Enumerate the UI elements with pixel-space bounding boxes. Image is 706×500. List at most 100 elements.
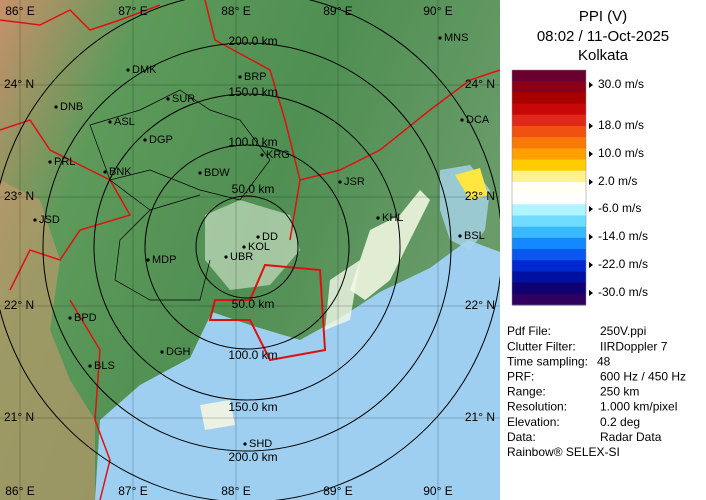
city-dot	[224, 255, 228, 259]
city-label: KHL	[382, 212, 403, 224]
colorbar-pointer	[589, 262, 593, 268]
map-grid	[0, 0, 500, 500]
lat-label: 22° N	[465, 298, 495, 312]
city-dot	[376, 216, 380, 220]
colorbar-band	[512, 260, 586, 272]
city-dot	[160, 350, 164, 354]
colorbar-band	[512, 92, 586, 105]
info-value: 1.000 km/pixel	[600, 400, 677, 414]
colorbar-band	[512, 237, 586, 250]
info-value: Radar Data	[600, 430, 662, 444]
info-value: 250V.ppi	[600, 324, 646, 338]
info-value: 48	[597, 354, 611, 368]
colorbar-frame	[511, 69, 587, 306]
info-key: PRF:	[507, 369, 534, 383]
info-key: Range:	[507, 385, 546, 399]
map	[0, 0, 501, 500]
colorbar-label: -30.0 m/s	[598, 285, 648, 299]
map-labels: 86° E 86° E 87° E 87° E 88° E 88° E 89° E 89° E…	[4, 4, 495, 498]
colorbar-band	[512, 204, 586, 216]
city-dot	[146, 258, 150, 262]
colorbar-band	[512, 181, 586, 194]
city-dot	[68, 316, 72, 320]
range-ring	[144, 144, 350, 350]
range-ring	[93, 93, 401, 401]
colorbar-band	[512, 70, 586, 82]
lat-label: 21° N	[4, 410, 34, 424]
city-label: DGP	[149, 134, 173, 146]
city-label: PRL	[54, 156, 75, 168]
info-value: 0.2 deg	[600, 415, 640, 429]
colorbar-pointer	[589, 151, 593, 157]
colorbar-band	[512, 125, 586, 138]
city-label: ASL	[114, 116, 135, 128]
info-value: 250 km	[600, 385, 639, 399]
city-label: DMK	[132, 64, 157, 76]
range-label: 100.0 km	[228, 348, 277, 362]
city-dot	[54, 105, 58, 109]
colorbar-band	[512, 215, 586, 228]
city-dot	[108, 120, 112, 124]
lon-label: 89° E	[323, 4, 352, 18]
city-dot	[103, 170, 107, 174]
colorbar-band	[512, 226, 586, 239]
panel-title: PPI (V)	[579, 8, 627, 25]
footer: Rainbow® SELEX-SI	[507, 445, 620, 459]
lat-label: 23° N	[465, 189, 495, 203]
lon-label: 90° E	[423, 4, 452, 18]
city-dot	[458, 234, 462, 238]
city-label: JSR	[344, 176, 365, 188]
sea	[95, 240, 500, 500]
range-label: 150.0 km	[228, 85, 277, 99]
colorbar-band	[512, 282, 586, 295]
city-label: UBR	[230, 251, 253, 263]
colorbar-pointer	[589, 82, 593, 88]
range-label: 100.0 km	[228, 135, 277, 149]
lon-label: 86° E	[5, 4, 34, 18]
city-label: DNB	[60, 101, 83, 113]
info-table: Pdf File: 250V.ppi Clutter Filter: IIRDoppl…	[507, 324, 686, 444]
city-dot	[198, 171, 202, 175]
colorbar-band	[512, 103, 586, 116]
city-label: BLS	[94, 360, 115, 372]
info-value: 600 Hz / 450 Hz	[600, 369, 686, 383]
city-label: BRP	[244, 71, 267, 83]
colorbar-band	[512, 293, 586, 306]
colorbar-band	[512, 249, 586, 261]
colorbar-label: -14.0 m/s	[598, 229, 648, 243]
echo-white	[200, 400, 235, 430]
city-dot	[238, 75, 242, 79]
colorbar-label: -22.0 m/s	[598, 257, 648, 271]
range-ring	[195, 195, 299, 299]
colorbar-label: 18.0 m/s	[598, 118, 644, 132]
lon-label: 86° E	[5, 484, 34, 498]
city-dot	[243, 442, 247, 446]
colorbar-pointer	[589, 234, 593, 240]
colorbar-band	[512, 193, 586, 205]
city-dot	[338, 180, 342, 184]
echo-white	[325, 260, 360, 330]
info-key: Resolution:	[507, 400, 567, 414]
delta-boundary	[208, 263, 327, 362]
city-label: BDW	[204, 167, 230, 179]
city-label: JSD	[39, 214, 60, 226]
lat-label: 24° N	[465, 77, 495, 91]
lon-label: 87° E	[118, 484, 147, 498]
city-label: BPD	[74, 312, 97, 324]
city-label: SHD	[249, 438, 272, 450]
info-key: Elevation:	[507, 415, 560, 429]
city-label: KOL	[248, 241, 270, 253]
city-label: BSL	[464, 230, 485, 242]
colorbar-band	[512, 159, 586, 172]
colorbar-pointer	[589, 123, 593, 129]
city-dot	[438, 36, 442, 40]
range-label: 200.0 km	[228, 34, 277, 48]
lon-label: 89° E	[323, 484, 352, 498]
info-key: Pdf File:	[507, 324, 551, 338]
range-label: 50.0 km	[232, 182, 275, 196]
info-value: IIRDoppler 7	[600, 339, 668, 353]
city-dot	[256, 235, 260, 239]
panel-time: 08:02 / 11-Oct-2025	[537, 28, 669, 45]
city-label: BNK	[109, 166, 132, 178]
